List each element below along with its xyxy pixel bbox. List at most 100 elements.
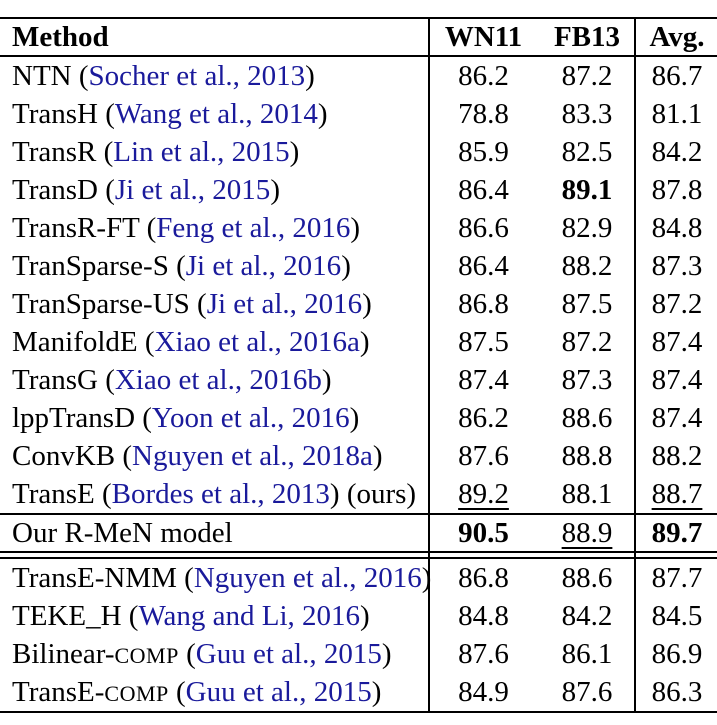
fb13-cell: 88.2 bbox=[537, 249, 637, 282]
table-row: ManifoldE (Xiao et al., 2016a) 87.5 87.2 87… bbox=[0, 323, 717, 361]
wn11-cell: 87.6 bbox=[430, 637, 537, 670]
method-text: ConvKB ( bbox=[12, 439, 133, 472]
avg-cell: 88.7 bbox=[637, 479, 717, 509]
method-text: ManifoldE ( bbox=[12, 325, 155, 358]
avg-cell: 81.1 bbox=[637, 99, 717, 129]
wn11-cell: 85.9 bbox=[430, 135, 537, 168]
method-cell: TEKE_H (Wang and Li, 2016) bbox=[0, 599, 430, 632]
header-row: Method WN11 FB13 Avg. bbox=[0, 19, 717, 55]
score-value: 78.8 bbox=[458, 97, 509, 130]
vertical-rule-1 bbox=[428, 19, 430, 711]
method-text: ) bbox=[289, 135, 300, 168]
wn11-cell: 89.2 bbox=[430, 477, 537, 510]
table-row: TransR-FT (Feng et al., 2016) 86.6 82.9 84.… bbox=[0, 209, 717, 247]
citation-link[interactable]: Xiao et al., 2016b bbox=[114, 363, 322, 396]
method-text: ) bbox=[381, 637, 392, 670]
method-text: ) bbox=[270, 173, 280, 206]
double-rule-top bbox=[0, 551, 717, 553]
score-value: 88.6 bbox=[561, 561, 613, 594]
citation-link[interactable]: Xiao et al., 2016a bbox=[154, 325, 360, 358]
table-row: TransE (Bordes et al., 2013) (ours) 89.2 8… bbox=[0, 475, 717, 513]
table-row: TransR (Lin et al., 2015) 85.9 82.5 84.2 bbox=[0, 133, 717, 171]
method-text: NTN ( bbox=[12, 59, 89, 92]
table-row: TranSparse-S (Ji et al., 2016) 86.4 88.2 87… bbox=[0, 247, 717, 285]
citation-link[interactable]: Nguyen et al., 2016 bbox=[193, 561, 422, 594]
score-value: 87.4 bbox=[651, 325, 703, 358]
score-value: 86.8 bbox=[458, 287, 509, 320]
citation-link[interactable]: Nguyen et al., 2018a bbox=[132, 439, 373, 472]
method-text: lppTransD ( bbox=[12, 401, 152, 434]
header-rule bbox=[0, 55, 717, 57]
double-rule-bottom bbox=[0, 557, 717, 559]
citation-link[interactable]: Feng et al., 2016 bbox=[156, 211, 351, 244]
citation-link[interactable]: Bordes et al., 2013 bbox=[111, 477, 330, 510]
fb13-cell: 82.5 bbox=[537, 137, 637, 167]
method-text: Our R-MeN model bbox=[12, 516, 233, 549]
top-rule bbox=[0, 17, 717, 19]
method-cell: ManifoldE (Xiao et al., 2016a) bbox=[0, 325, 430, 358]
score-value: 84.9 bbox=[458, 675, 509, 708]
method-text: ) bbox=[349, 401, 360, 434]
method-text: TransG ( bbox=[12, 363, 115, 396]
wn11-cell: 86.6 bbox=[430, 213, 537, 243]
citation-link[interactable]: Lin et al., 2015 bbox=[113, 135, 290, 168]
method-text: ) bbox=[341, 249, 351, 282]
table-row: TransE-COMP (Guu et al., 2015) 84.9 87.6 86… bbox=[0, 673, 717, 711]
citation-link[interactable]: Guu et al., 2015 bbox=[195, 637, 382, 670]
fb13-cell: 89.1 bbox=[537, 175, 637, 205]
ours-top-rule bbox=[0, 513, 717, 515]
method-text: TransD ( bbox=[12, 173, 115, 206]
method-text: TransE ( bbox=[12, 477, 112, 510]
fb13-cell: 87.5 bbox=[537, 289, 637, 319]
method-cell: TransR (Lin et al., 2015) bbox=[0, 135, 430, 168]
score-value: 86.2 bbox=[458, 59, 509, 92]
fb13-cell: 87.3 bbox=[537, 363, 637, 396]
method-text: ) bbox=[317, 97, 328, 130]
citation-link[interactable]: Yoon et al., 2016 bbox=[151, 401, 350, 434]
avg-cell: 87.4 bbox=[637, 365, 717, 395]
score-value: 84.2 bbox=[651, 135, 703, 168]
wn11-cell: 84.9 bbox=[430, 675, 537, 708]
method-cell: Bilinear-COMP (Guu et al., 2015) bbox=[0, 637, 430, 670]
score-value: 86.7 bbox=[651, 59, 703, 92]
citation-link[interactable]: Wang et al., 2014 bbox=[114, 97, 318, 130]
bottom-rule bbox=[0, 711, 717, 713]
method-cell: TransD (Ji et al., 2015) bbox=[0, 173, 430, 206]
citation-link[interactable]: Guu et al., 2015 bbox=[185, 675, 372, 708]
score-value: 89.2 bbox=[458, 477, 509, 510]
fb13-cell: 88.1 bbox=[537, 479, 637, 509]
method-text: ) bbox=[421, 561, 432, 594]
score-value: 87.6 bbox=[458, 637, 509, 670]
avg-cell: 86.7 bbox=[637, 59, 717, 92]
citation-link[interactable]: Ji et al., 2015 bbox=[114, 173, 271, 206]
citation-link[interactable]: Wang and Li, 2016 bbox=[138, 599, 361, 632]
method-text: ) bbox=[359, 325, 370, 358]
score-value: 87.4 bbox=[651, 401, 703, 434]
fb13-cell: 88.8 bbox=[537, 441, 637, 471]
score-value: 85.9 bbox=[458, 135, 509, 168]
method-text: ) bbox=[305, 59, 315, 92]
method-cell: TransH (Wang et al., 2014) bbox=[0, 97, 430, 130]
method-cell: TranSparse-S (Ji et al., 2016) bbox=[0, 249, 430, 282]
wn11-cell: 87.5 bbox=[430, 327, 537, 357]
col-header-avg: Avg. bbox=[649, 20, 705, 53]
method-text: TranSparse-US ( bbox=[12, 287, 207, 320]
method-text: ) bbox=[372, 439, 383, 472]
method-cell: TranSparse-US (Ji et al., 2016) bbox=[0, 287, 430, 320]
citation-link[interactable]: Ji et al., 2016 bbox=[185, 249, 342, 282]
citation-link[interactable]: Ji et al., 2016 bbox=[206, 287, 363, 320]
score-value: 88.6 bbox=[561, 401, 613, 434]
score-value: 87.7 bbox=[651, 561, 703, 594]
score-value: 88.2 bbox=[561, 249, 613, 282]
method-cell: ConvKB (Nguyen et al., 2018a) bbox=[0, 439, 430, 472]
avg-cell: 87.4 bbox=[637, 401, 717, 434]
score-value: 86.4 bbox=[458, 173, 509, 206]
method-cell: lppTransD (Yoon et al., 2016) bbox=[0, 401, 430, 434]
smallcaps-text: COMP bbox=[104, 680, 169, 706]
citation-link[interactable]: Socher et al., 2013 bbox=[88, 59, 306, 92]
method-cell: TransE (Bordes et al., 2013) (ours) bbox=[0, 477, 430, 510]
score-value: 87.3 bbox=[561, 363, 613, 396]
method-text: Bilinear- bbox=[12, 637, 115, 670]
wn11-cell: 86.8 bbox=[430, 287, 537, 320]
score-value: 86.4 bbox=[458, 249, 509, 282]
